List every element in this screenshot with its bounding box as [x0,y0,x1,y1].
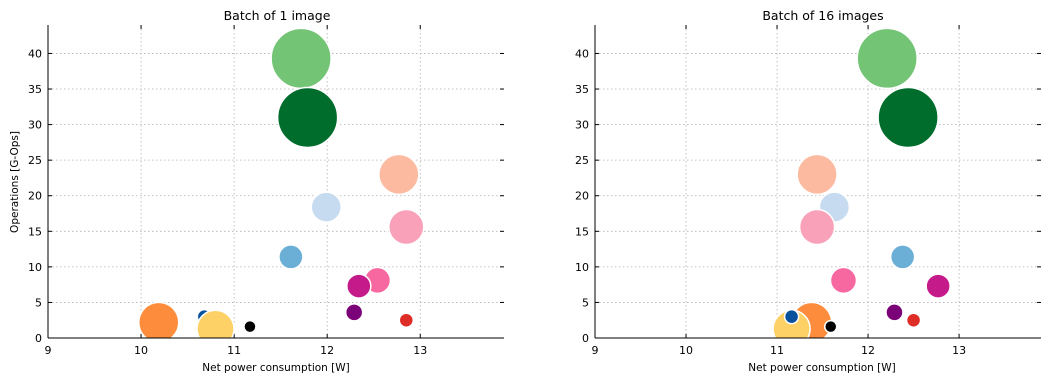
x-tick-label: 12 [320,344,334,357]
grid-lines [48,25,504,338]
y-tick-label: 20 [28,190,42,203]
chart-title: Batch of 16 images [762,8,883,23]
chart-panel-batch-1: Batch of 1 image 9 10 11 12 13 0 5 10 15 20 25 30 35… [9,8,504,374]
data-point [823,319,838,334]
x-tick-label: 12 [861,344,875,357]
grid-lines [595,25,1041,338]
data-point [829,266,858,295]
data-point [798,208,836,246]
y-tick-label: 10 [575,261,589,274]
y-tick-label: 10 [28,261,42,274]
y-tick-label: 40 [28,47,42,60]
y-axis-label: Operations [G-Ops] [9,131,21,233]
data-point [388,208,425,246]
y-tick-label: 25 [575,154,589,167]
data-point [378,153,420,196]
y-tick-label: 20 [575,190,589,203]
data-point [276,86,339,149]
y-tick-label: 15 [28,225,42,238]
y-tick-label: 30 [28,119,42,132]
data-point [889,244,916,270]
data-point [196,309,235,338]
x-tick-label: 10 [134,344,148,357]
y-tick-label: 35 [575,83,589,96]
data-point [278,244,304,270]
data-point [885,303,904,322]
x-axis-label: Net power consumption [W] [202,362,349,374]
y-tick-label: 5 [582,296,589,309]
data-point [344,303,364,322]
y-tick-label: 40 [575,47,589,60]
x-axis-label: Net power consumption [W] [748,362,895,374]
chart-title: Batch of 1 image [224,8,331,23]
data-points [772,27,951,338]
data-point [137,301,180,338]
data-point [346,273,372,299]
x-tick-label: 13 [952,344,966,357]
y-tick-label: 15 [575,225,589,238]
data-point [905,312,922,328]
y-tick-label: 25 [28,154,42,167]
data-point [270,27,332,90]
data-point [925,273,951,299]
x-tick-label: 11 [227,344,241,357]
data-point [398,312,415,328]
y-tick-label: 35 [28,83,42,96]
data-points [137,27,425,338]
data-point [796,153,838,196]
data-point [877,86,939,149]
x-tick-label: 9 [592,344,599,357]
data-point [310,191,343,223]
data-point [243,319,257,334]
y-tick-label: 0 [35,332,42,345]
x-tick-label: 9 [45,344,52,357]
y-tick-label: 0 [582,332,589,345]
y-tick-label: 5 [35,296,42,309]
chart-panel-batch-16: Batch of 16 images 9 10 11 12 13 0 5 10 15 20 25 30… [575,8,1041,374]
axis-ticks: 9 10 11 12 13 0 5 10 15 20 25 30 35 40 [575,25,1041,357]
data-point [856,27,918,90]
y-tick-label: 30 [575,119,589,132]
axis-spines [47,25,504,339]
x-tick-label: 10 [679,344,693,357]
axis-ticks: 9 10 11 12 13 0 5 10 15 20 25 30 35 40 [28,25,504,357]
x-tick-label: 11 [770,344,784,357]
axis-spines [594,25,1041,339]
x-tick-label: 13 [413,344,427,357]
data-point [783,308,800,325]
